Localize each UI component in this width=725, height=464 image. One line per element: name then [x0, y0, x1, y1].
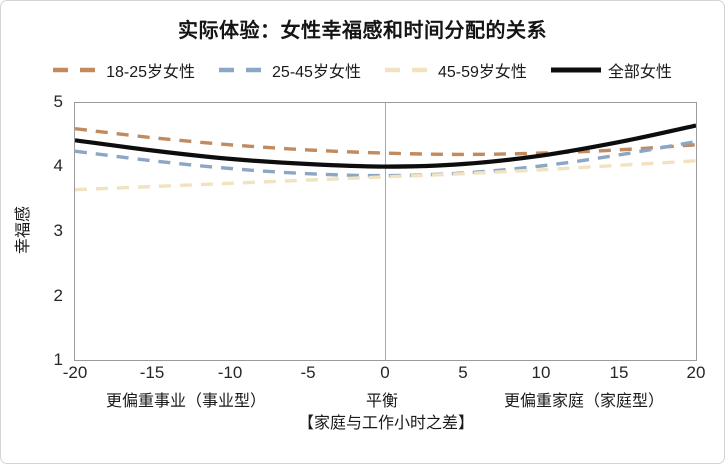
x-axis-title: 【家庭与工作小时之差】 [297, 415, 474, 432]
y-tick: 2 [53, 286, 63, 305]
x-tick: -15 [139, 363, 165, 382]
x-tick: -5 [300, 363, 316, 382]
legend-item-25-45[interactable]: 25-45岁女性 [219, 58, 361, 82]
legend-item-all[interactable]: 全部女性 [550, 58, 672, 82]
chart-title: 实际体验：女性幸福感和时间分配的关系 [178, 20, 547, 42]
x-annotation-family: 更偏重家庭（家庭型） [503, 393, 664, 410]
x-tick: -10 [217, 363, 243, 382]
legend: 18-25岁女性 25-45岁女性 45-59岁女性 全部女性 [1, 57, 724, 83]
x-annotation-balance: 平衡 [365, 393, 398, 410]
legend-label: 18-25岁女性 [106, 64, 196, 81]
legend-label: 全部女性 [607, 64, 672, 81]
plot-area [74, 102, 697, 361]
curve-全部女性 [75, 123, 696, 169]
x-tick: 5 [458, 363, 468, 382]
dashed-line-icon [53, 67, 100, 73]
y-tick: 1 [53, 350, 63, 369]
x-tick: 0 [380, 363, 390, 382]
y-tick: 4 [53, 156, 63, 175]
x-tick: 10 [531, 363, 551, 382]
y-tick: 5 [53, 92, 63, 111]
solid-line-icon [550, 67, 601, 73]
x-annotation-career: 更偏重事业（事业型） [105, 393, 266, 410]
dashed-line-icon [384, 67, 431, 73]
legend-item-45-59[interactable]: 45-59岁女性 [384, 58, 527, 82]
legend-label: 45-59岁女性 [437, 64, 527, 81]
legend-item-18-25[interactable]: 18-25岁女性 [53, 58, 195, 82]
y-tick: 3 [53, 221, 63, 240]
x-tick: 20 [686, 363, 706, 382]
x-tick: 15 [609, 363, 629, 382]
x-tick: -20 [62, 363, 88, 382]
dashed-line-icon [219, 67, 266, 73]
line-chart-canvas [75, 103, 696, 360]
legend-label: 25-45岁女性 [272, 64, 361, 81]
